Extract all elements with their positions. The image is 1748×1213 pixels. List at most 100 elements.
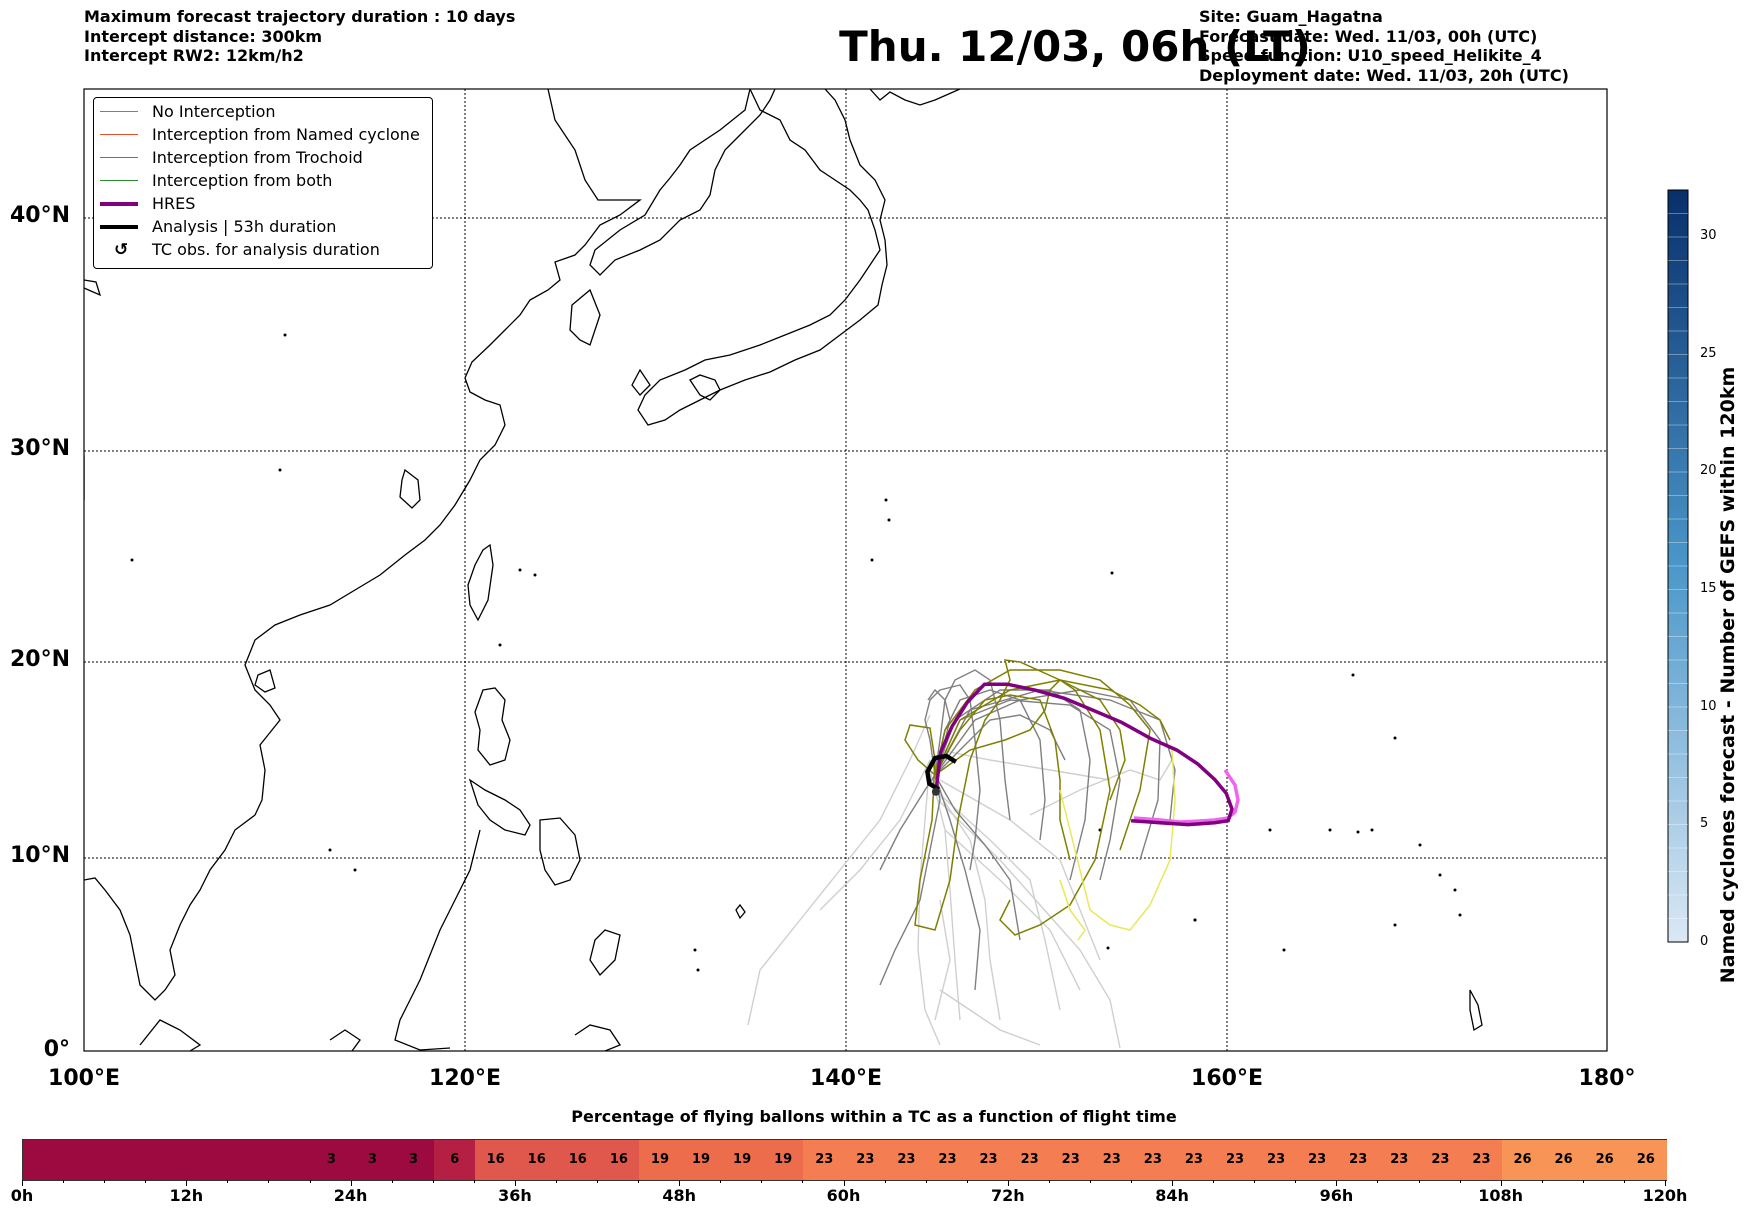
timebar-cell: 23 bbox=[803, 1140, 846, 1180]
time-tick-mark bbox=[555, 1180, 557, 1183]
trajectory-light bbox=[929, 769, 961, 1021]
param-intercept-rw2: Intercept RW2: 12km/h2 bbox=[84, 46, 304, 65]
timebar-cell: 16 bbox=[598, 1140, 640, 1180]
trajectory-light bbox=[934, 789, 1061, 1011]
param-intercept-distance: Intercept distance: 300km bbox=[84, 26, 323, 46]
time-tick-label: 12h bbox=[169, 1186, 204, 1205]
time-tick-mark bbox=[309, 1180, 311, 1183]
trajectory-light bbox=[1029, 759, 1173, 816]
timebar-cell: 23 bbox=[1090, 1140, 1133, 1180]
timebar-cell: 26 bbox=[1583, 1140, 1626, 1180]
time-tick-mark bbox=[227, 1180, 229, 1183]
time-tick-mark bbox=[1007, 1180, 1009, 1186]
timebar-title: Percentage of flying ballons within a TC… bbox=[571, 1107, 1177, 1126]
timebar-cell: 23 bbox=[1173, 1140, 1215, 1180]
time-tick-mark bbox=[432, 1180, 434, 1183]
page-title: Thu. 12/03, 06h (LT) bbox=[839, 22, 1311, 71]
time-tick-mark bbox=[145, 1180, 147, 1183]
time-tick-mark bbox=[1254, 1180, 1256, 1183]
trajectory-gray bbox=[934, 774, 1021, 941]
time-tick-mark bbox=[1623, 1180, 1625, 1183]
timebar-cell: 23 bbox=[1214, 1140, 1256, 1180]
timebar-cell: 26 bbox=[1501, 1140, 1544, 1180]
time-tick-mark bbox=[63, 1180, 65, 1183]
trajectory-trochoid bbox=[934, 679, 1171, 776]
legend-swatch bbox=[100, 202, 138, 206]
hres-track bbox=[934, 682, 1234, 827]
time-tick-mark bbox=[1582, 1180, 1584, 1183]
timebar-cell: 19 bbox=[762, 1140, 805, 1180]
timebar-cell: 23 bbox=[1419, 1140, 1462, 1180]
time-tick-label: 60h bbox=[826, 1186, 861, 1205]
time-tick-mark bbox=[1541, 1180, 1543, 1183]
lat-label-10n: 10°N bbox=[9, 843, 70, 868]
time-tick-label: 72h bbox=[990, 1186, 1025, 1205]
timebar-cell: 16 bbox=[556, 1140, 599, 1180]
timebar-cell: 26 bbox=[1542, 1140, 1585, 1180]
trajectory-light bbox=[819, 759, 931, 911]
time-tick-mark bbox=[186, 1180, 188, 1186]
time-tick-label: 36h bbox=[498, 1186, 532, 1205]
legend-label: Interception from Trochoid bbox=[152, 148, 363, 167]
colorbar bbox=[1667, 189, 1689, 943]
site-info: Site: Guam_Hagatna Forecast date: Wed. 1… bbox=[1199, 7, 1569, 85]
time-tick-mark bbox=[473, 1180, 475, 1183]
time-tick-mark bbox=[391, 1180, 393, 1183]
time-tick-mark bbox=[104, 1180, 106, 1183]
legend-label: No Interception bbox=[152, 102, 276, 121]
trajectory-gray bbox=[934, 689, 1046, 841]
colorbar-band-lines bbox=[1668, 213, 1688, 919]
colorbar-tick: 10 bbox=[1700, 699, 1717, 714]
map-legend: No Interception Interception from Named … bbox=[93, 97, 433, 269]
trajectory-gray bbox=[879, 774, 941, 986]
timebar-cell: 23 bbox=[1337, 1140, 1380, 1180]
trajectory-light bbox=[929, 779, 1001, 1021]
timebar-cell: 23 bbox=[967, 1140, 1010, 1180]
time-tick-mark bbox=[843, 1180, 845, 1186]
legend-label: Interception from both bbox=[152, 171, 333, 190]
timebar-cell: 23 bbox=[1460, 1140, 1503, 1180]
timebar-cell: 23 bbox=[844, 1140, 887, 1180]
time-tick-mark bbox=[884, 1180, 886, 1183]
trajectory-trochoid-light bbox=[1059, 879, 1086, 941]
trajectory-light bbox=[747, 714, 931, 1026]
time-tick-mark bbox=[1336, 1180, 1338, 1186]
timebar-cell bbox=[105, 1140, 147, 1180]
timebar-cell: 23 bbox=[1049, 1140, 1092, 1180]
legend-label: TC obs. for analysis duration bbox=[152, 240, 380, 259]
analysis-track bbox=[925, 753, 958, 792]
lat-label-40n: 40°N bbox=[9, 203, 70, 228]
colorbar-tick: 25 bbox=[1700, 346, 1717, 361]
lat-label-30n: 30°N bbox=[9, 436, 70, 461]
forecast-parameters: Maximum forecast trajectory duration : 1… bbox=[84, 7, 515, 66]
timebar-cell bbox=[23, 1140, 65, 1180]
time-tick-mark bbox=[1295, 1180, 1297, 1183]
timebar-cell: 16 bbox=[515, 1140, 558, 1180]
lon-label-160e: 160°E bbox=[1191, 1066, 1263, 1091]
time-tick-mark bbox=[1172, 1180, 1174, 1186]
time-tick-label: 120h bbox=[1642, 1186, 1688, 1205]
timebar-cell: 23 bbox=[885, 1140, 928, 1180]
legend-label: Analysis | 53h duration bbox=[152, 217, 337, 236]
lat-label-0: 0° bbox=[43, 1037, 70, 1062]
trajectory-light bbox=[939, 989, 1041, 1046]
time-tick-mark bbox=[1131, 1180, 1133, 1183]
colorbar-tick: 20 bbox=[1700, 463, 1717, 478]
time-tick-mark bbox=[1213, 1180, 1215, 1183]
trajectory-gray bbox=[934, 774, 981, 991]
lon-label-180: 180° bbox=[1578, 1066, 1636, 1091]
lon-label-100e: 100°E bbox=[48, 1066, 120, 1091]
timebar-cell bbox=[228, 1140, 271, 1180]
timebar-cell: 19 bbox=[639, 1140, 681, 1180]
timebar-cell bbox=[187, 1140, 229, 1180]
hres-track-late bbox=[1133, 769, 1240, 824]
timebar-cell: 3 bbox=[351, 1140, 394, 1180]
trajectory-light bbox=[934, 899, 951, 1021]
legend-swatch bbox=[100, 134, 138, 135]
time-tick-mark bbox=[514, 1180, 516, 1186]
site-marker bbox=[931, 787, 940, 796]
time-tick-mark bbox=[1500, 1180, 1502, 1186]
colorbar-tick: 5 bbox=[1700, 816, 1709, 831]
legend-swatch bbox=[100, 111, 138, 112]
timebar-cell: 23 bbox=[1378, 1140, 1421, 1180]
